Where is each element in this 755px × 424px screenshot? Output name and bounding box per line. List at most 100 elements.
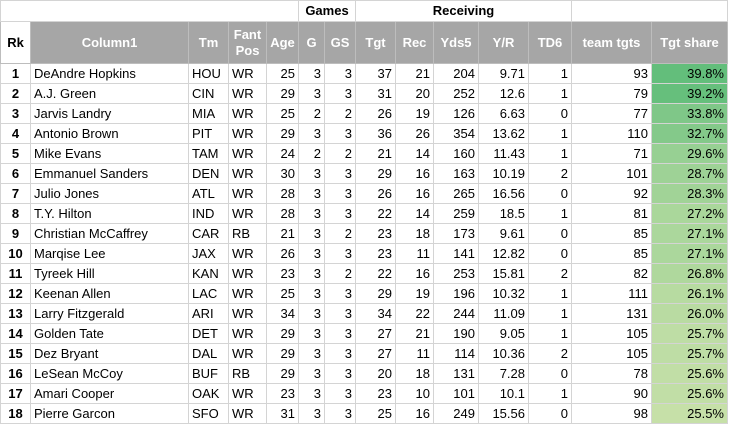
- cell-team-tgts[interactable]: 85: [571, 223, 652, 244]
- cell-yds5[interactable]: 114: [433, 343, 479, 364]
- cell-g[interactable]: 3: [298, 83, 325, 104]
- cell-tgt-share[interactable]: 32.7%: [651, 123, 728, 144]
- cell-age[interactable]: 29: [266, 123, 299, 144]
- cell-rk[interactable]: 7: [0, 183, 31, 204]
- cell-age[interactable]: 24: [266, 143, 299, 164]
- cell-column1[interactable]: Amari Cooper: [30, 383, 189, 404]
- cell-tgt-share[interactable]: 27.1%: [651, 223, 728, 244]
- cell-team-tgts[interactable]: 77: [571, 103, 652, 124]
- cell-gs[interactable]: 3: [324, 323, 356, 344]
- cell-tgt[interactable]: 36: [355, 123, 396, 144]
- table-row[interactable]: 11 Tyreek Hill KAN WR 23 3 2 22 16 253 15.81 2 82 26.…: [0, 263, 728, 284]
- cell-g[interactable]: 3: [298, 63, 325, 84]
- cell-rec[interactable]: 11: [395, 343, 434, 364]
- cell-fant-pos[interactable]: WR: [228, 83, 267, 104]
- cell-yr[interactable]: 16.56: [478, 183, 529, 204]
- cell-tm[interactable]: ARI: [188, 303, 229, 324]
- cell-gs[interactable]: 3: [324, 363, 356, 384]
- cell-team-tgts[interactable]: 82: [571, 263, 652, 284]
- cell-team-tgts[interactable]: 93: [571, 63, 652, 84]
- cell-age[interactable]: 29: [266, 363, 299, 384]
- cell-gs[interactable]: 3: [324, 383, 356, 404]
- cell-fant-pos[interactable]: WR: [228, 303, 267, 324]
- cell-tgt[interactable]: 23: [355, 223, 396, 244]
- cell-td6[interactable]: 0: [528, 403, 572, 424]
- cell-column1[interactable]: Christian McCaffrey: [30, 223, 189, 244]
- cell-tgt-share[interactable]: 33.8%: [651, 103, 728, 124]
- cell-tgt-share[interactable]: 27.1%: [651, 243, 728, 264]
- cell-yds5[interactable]: 354: [433, 123, 479, 144]
- cell-team-tgts[interactable]: 105: [571, 343, 652, 364]
- cell-column1[interactable]: Emmanuel Sanders: [30, 163, 189, 184]
- cell-rec[interactable]: 19: [395, 103, 434, 124]
- cell-g[interactable]: 3: [298, 383, 325, 404]
- cell-gs[interactable]: 2: [324, 223, 356, 244]
- cell-column1[interactable]: Golden Tate: [30, 323, 189, 344]
- cell-rec[interactable]: 26: [395, 123, 434, 144]
- cell-yr[interactable]: 6.63: [478, 103, 529, 124]
- cell-td6[interactable]: 1: [528, 383, 572, 404]
- cell-column1[interactable]: A.J. Green: [30, 83, 189, 104]
- cell-g[interactable]: 3: [298, 183, 325, 204]
- cell-tgt[interactable]: 26: [355, 103, 396, 124]
- cell-yds5[interactable]: 204: [433, 63, 479, 84]
- header-yr[interactable]: Y/R: [478, 21, 529, 64]
- cell-g[interactable]: 2: [298, 103, 325, 124]
- cell-yds5[interactable]: 265: [433, 183, 479, 204]
- table-row[interactable]: 14 Golden Tate DET WR 29 3 3 27 21 190 9.05 1 105 25.…: [0, 323, 728, 344]
- cell-rec[interactable]: 20: [395, 83, 434, 104]
- cell-tm[interactable]: DEN: [188, 163, 229, 184]
- cell-fant-pos[interactable]: RB: [228, 363, 267, 384]
- cell-yds5[interactable]: 252: [433, 83, 479, 104]
- cell-rec[interactable]: 18: [395, 223, 434, 244]
- table-row[interactable]: 17 Amari Cooper OAK WR 23 3 3 23 10 101 10.1 1 90 25.…: [0, 383, 728, 404]
- cell-yr[interactable]: 12.6: [478, 83, 529, 104]
- cell-tgt[interactable]: 22: [355, 263, 396, 284]
- cell-tgt[interactable]: 22: [355, 203, 396, 224]
- cell-team-tgts[interactable]: 110: [571, 123, 652, 144]
- cell-fant-pos[interactable]: WR: [228, 263, 267, 284]
- cell-tm[interactable]: OAK: [188, 383, 229, 404]
- cell-yds5[interactable]: 173: [433, 223, 479, 244]
- cell-g[interactable]: 3: [298, 363, 325, 384]
- cell-tm[interactable]: PIT: [188, 123, 229, 144]
- cell-gs[interactable]: 3: [324, 343, 356, 364]
- cell-yr[interactable]: 10.36: [478, 343, 529, 364]
- cell-tm[interactable]: DET: [188, 323, 229, 344]
- cell-tgt[interactable]: 26: [355, 183, 396, 204]
- cell-rec[interactable]: 14: [395, 143, 434, 164]
- cell-tgt-share[interactable]: 28.3%: [651, 183, 728, 204]
- cell-fant-pos[interactable]: WR: [228, 123, 267, 144]
- header-fant-pos[interactable]: Fant Pos: [228, 21, 267, 64]
- cell-gs[interactable]: 2: [324, 103, 356, 124]
- table-row[interactable]: 15 Dez Bryant DAL WR 29 3 3 27 11 114 10.36 2 105 25.…: [0, 343, 728, 364]
- table-row[interactable]: 5 Mike Evans TAM WR 24 2 2 21 14 160 11.43 1 71 29.6%: [0, 143, 728, 164]
- cell-rec[interactable]: 14: [395, 203, 434, 224]
- header-gs[interactable]: GS: [324, 21, 356, 64]
- cell-age[interactable]: 29: [266, 343, 299, 364]
- cell-gs[interactable]: 2: [324, 143, 356, 164]
- cell-g[interactable]: 3: [298, 223, 325, 244]
- cell-rec[interactable]: 16: [395, 183, 434, 204]
- cell-yr[interactable]: 13.62: [478, 123, 529, 144]
- cell-age[interactable]: 23: [266, 263, 299, 284]
- cell-g[interactable]: 3: [298, 243, 325, 264]
- cell-td6[interactable]: 0: [528, 363, 572, 384]
- cell-yr[interactable]: 15.56: [478, 403, 529, 424]
- cell-age[interactable]: 30: [266, 163, 299, 184]
- table-row[interactable]: 12 Keenan Allen LAC WR 25 3 3 29 19 196 10.32 1 111 2…: [0, 283, 728, 304]
- cell-tm[interactable]: CAR: [188, 223, 229, 244]
- cell-td6[interactable]: 1: [528, 203, 572, 224]
- cell-fant-pos[interactable]: RB: [228, 223, 267, 244]
- cell-rk[interactable]: 2: [0, 83, 31, 104]
- cell-td6[interactable]: 0: [528, 183, 572, 204]
- cell-fant-pos[interactable]: WR: [228, 183, 267, 204]
- table-row[interactable]: 8 T.Y. Hilton IND WR 28 3 3 22 14 259 18.5 1 81 27.2%: [0, 203, 728, 224]
- table-row[interactable]: 18 Pierre Garcon SFO WR 31 3 3 25 16 249 15.56 0 98 2…: [0, 403, 728, 424]
- cell-age[interactable]: 25: [266, 103, 299, 124]
- cell-fant-pos[interactable]: WR: [228, 403, 267, 424]
- cell-tm[interactable]: SFO: [188, 403, 229, 424]
- cell-yr[interactable]: 7.28: [478, 363, 529, 384]
- cell-td6[interactable]: 1: [528, 283, 572, 304]
- cell-tgt-share[interactable]: 28.7%: [651, 163, 728, 184]
